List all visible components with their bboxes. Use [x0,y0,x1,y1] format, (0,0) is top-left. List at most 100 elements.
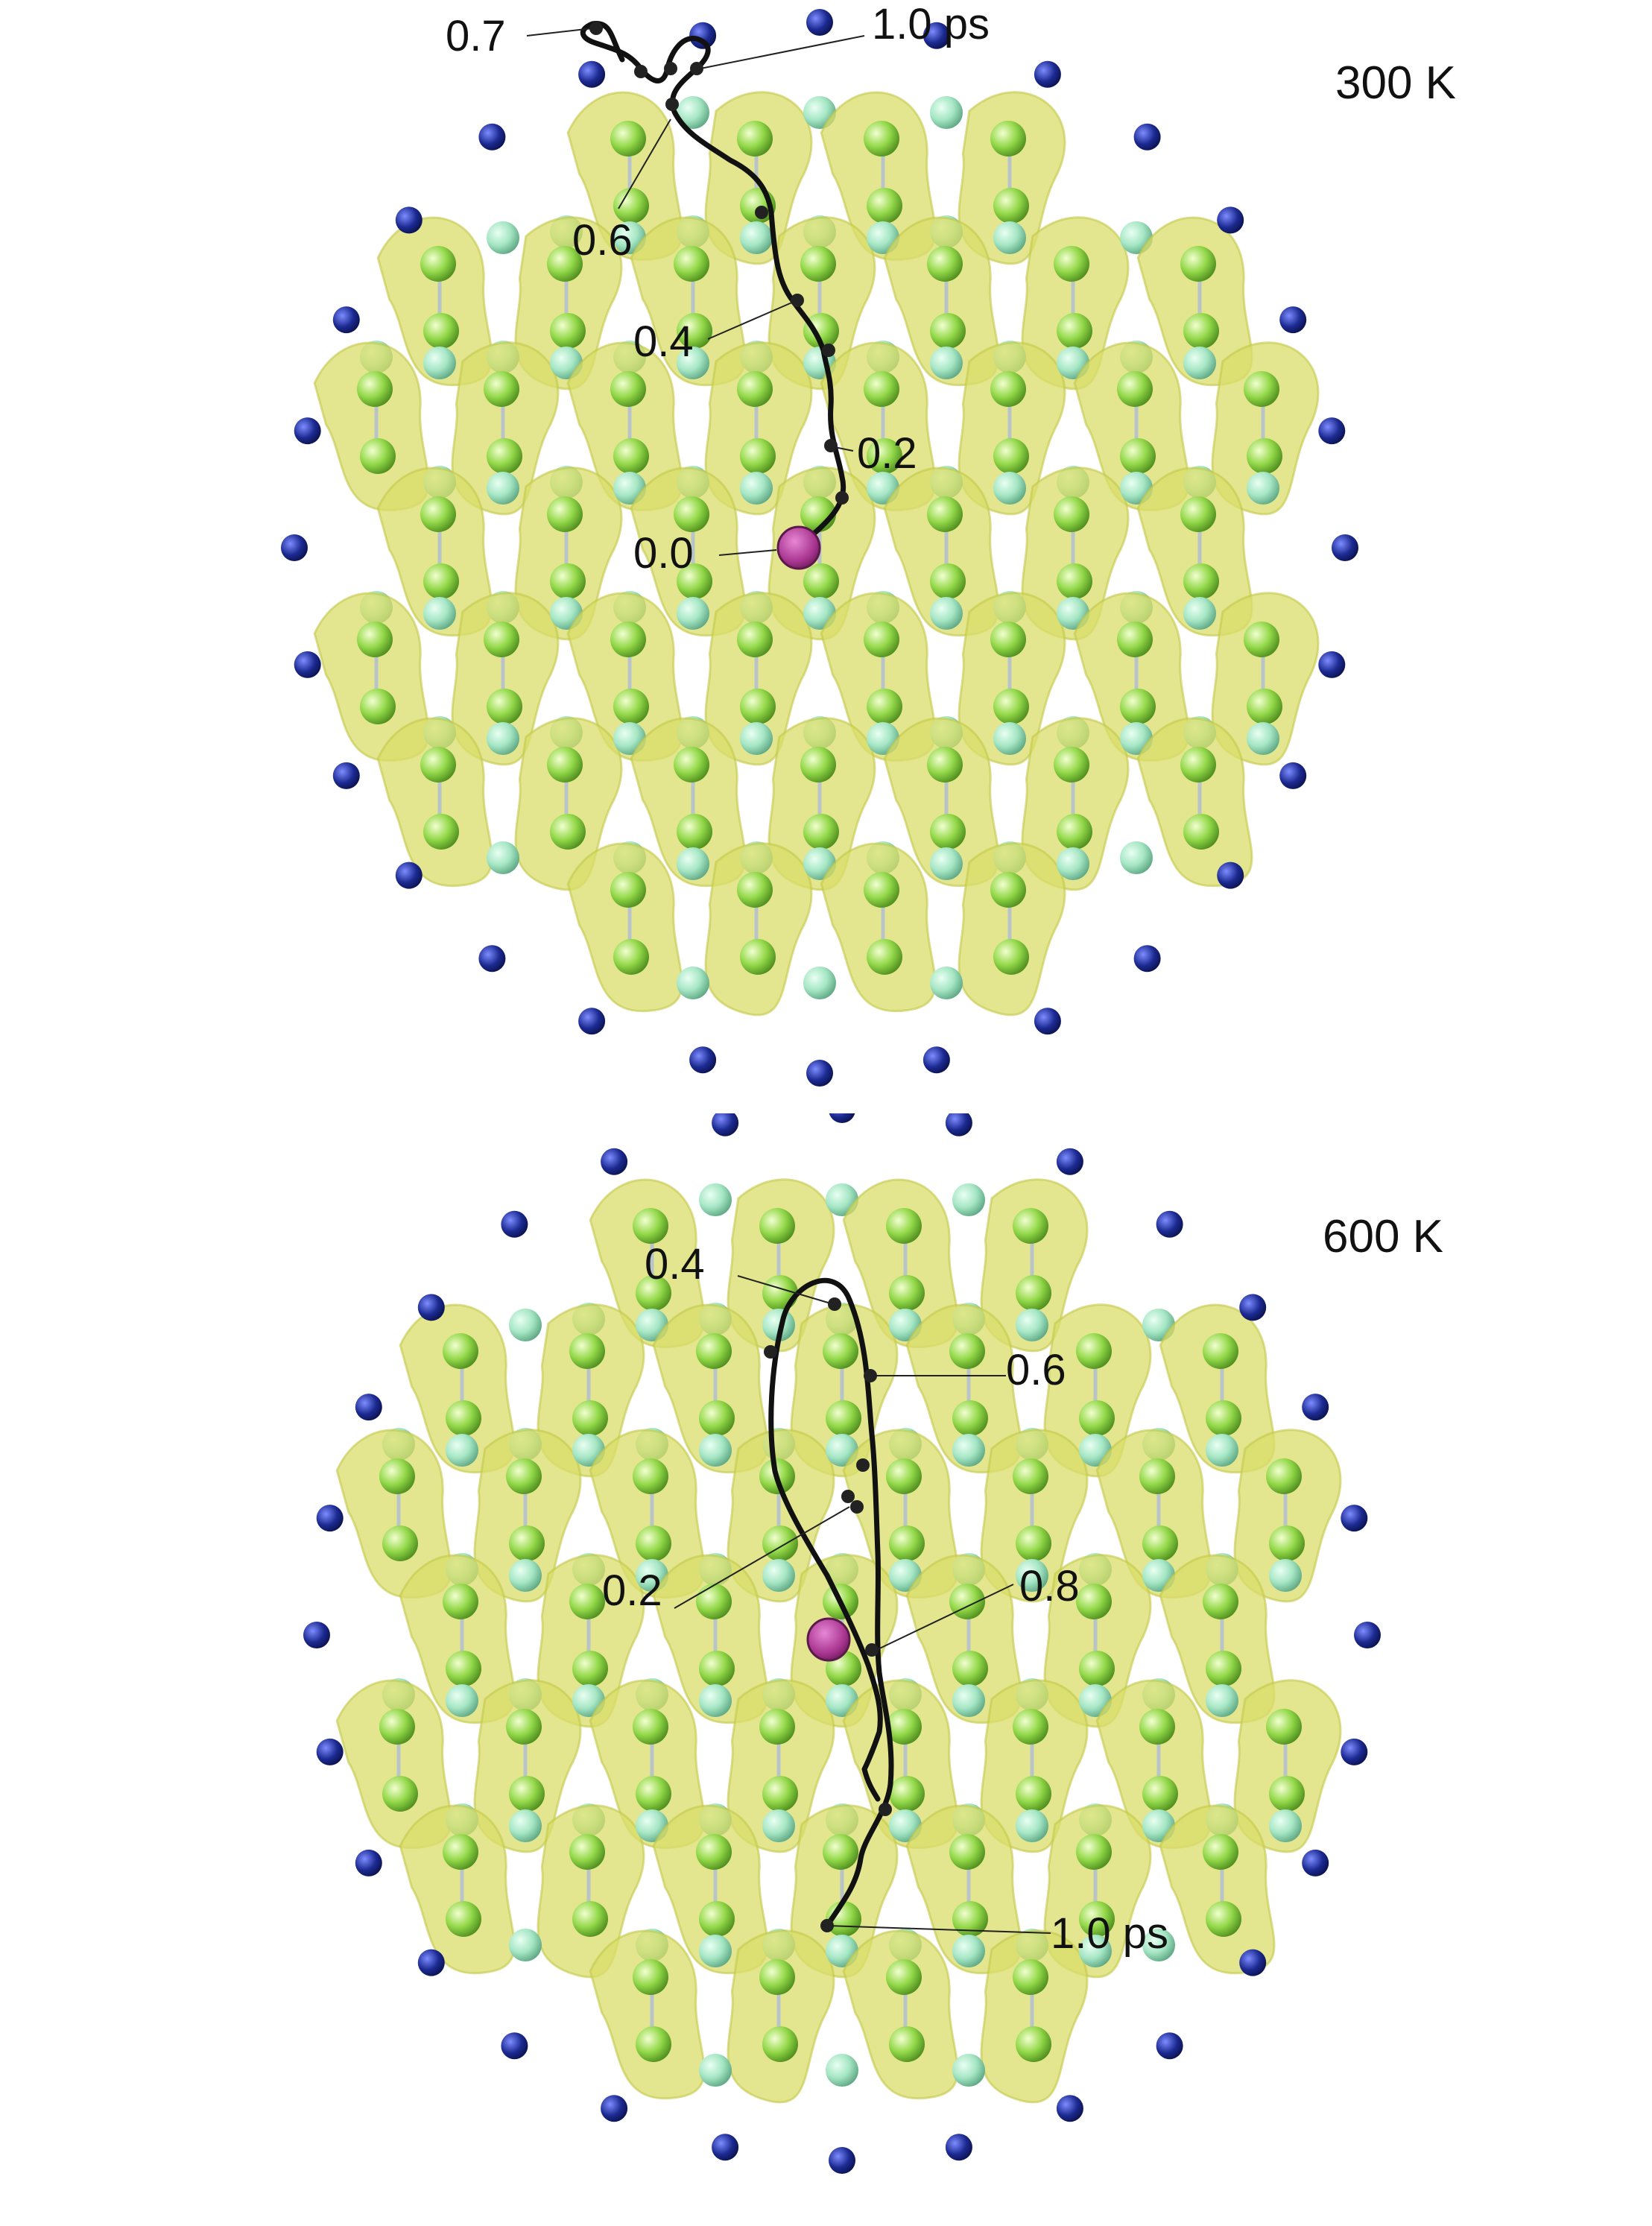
hydrogen-atom [1354,1622,1381,1648]
carbon-atom [357,622,393,657]
carbon-atom [867,438,902,474]
hydrogen-atom [945,1113,972,1136]
carbon-atom [613,188,649,224]
carbon-atom [509,1559,542,1592]
molecule [952,1429,1112,1603]
carbon-atom [803,814,839,850]
hydrogen-atom [1133,123,1161,151]
hydrogen-atom [501,2032,528,2060]
hydrogen-atom [1156,1210,1183,1238]
electron-density-lobe [652,1554,769,1724]
carbon-atom [633,1458,668,1494]
carbon-atom [1120,438,1156,474]
carbon-atom [484,622,519,657]
hydrogen-atom [689,1046,717,1074]
trajectory-600k [674,1275,1051,1934]
carbon-atom [952,1434,985,1467]
carbon-atom [677,597,709,630]
carbon-atom [1206,1434,1238,1467]
carbon-atom [952,1935,985,1967]
carbon-atom [633,1709,668,1745]
carbon-atom [803,967,836,999]
carbon-atom [867,188,902,224]
carbon-atom [993,472,1026,505]
carbon-atom [487,472,519,505]
carbon-atom [927,246,963,282]
carbon-atom [674,246,709,282]
carbon-atom [677,347,709,379]
carbon-atom [1054,246,1089,282]
carbon-atom [740,438,776,474]
molecule [589,1929,732,2100]
carbon-atom [1057,814,1092,850]
electron-density-lobe [905,1303,1022,1474]
carbon-atom [1180,246,1216,282]
carbon-atom [446,1400,481,1436]
carbon-atom [1016,1275,1051,1311]
carbon-atom [636,1275,671,1311]
carbon-atom [633,1208,668,1244]
carbon-atom [509,1525,545,1561]
carbon-atom [487,722,519,755]
molecule [399,1804,542,1975]
electron-density-lobe [883,717,1000,888]
hydrogen-atom [1302,1849,1329,1876]
carbon-atom [1247,438,1282,474]
molecule [1183,341,1320,516]
electron-density-lobe [1136,467,1253,637]
panel-300k: 0.0 0.2 0.4 0.6 0.7 1.0 ps 300 K [281,0,1456,1087]
hydrogen-atom [922,1046,950,1074]
carbon-atom [550,313,586,349]
hydrogen-atom [806,1060,833,1087]
carbon-atom [696,1333,732,1369]
carbon-atom [423,597,456,630]
carbon-atom [610,872,646,908]
time-label-0-6: 0.6 [1006,1346,1066,1394]
carbon-atom [1016,1309,1048,1341]
molecule [487,467,646,641]
molecule [572,1679,732,1850]
electron-density-lobe [1233,1679,1342,1853]
molecule [1120,717,1279,888]
hydrogen-atom [1056,1148,1083,1175]
carbon-atom [1120,841,1153,874]
molecule [826,1929,985,2100]
carbon-atom [949,1584,985,1619]
carbon-atom [1142,1776,1178,1812]
carbon-atom [569,1834,605,1870]
carbon-atom [1203,1834,1238,1870]
time-label-0-8: 0.8 [1019,1562,1080,1610]
hydrogen-atom [303,1622,330,1648]
electron-density-lobe [1159,1554,1276,1724]
electron-density-lobe [1159,1303,1276,1474]
carbon-atom [423,563,459,599]
carbon-atom [930,347,963,379]
hydrogen-atom [355,1849,382,1876]
carbon-atom [993,689,1029,724]
carbon-atom [699,1434,732,1467]
carbon-atom [762,1776,798,1812]
electron-density-lobe [1211,592,1320,766]
molecule [376,717,519,888]
molecule [313,341,456,512]
carbon-atom [360,689,396,724]
carbon-atom [949,1333,985,1369]
carbon-atom [737,121,773,156]
carbon-atom [889,1525,925,1561]
carbon-atom [1244,622,1279,657]
hydrogen-atom [332,306,360,334]
carbon-atom [990,872,1026,908]
temperature-label-300k: 300 K [1335,57,1456,109]
carbon-atom [826,1400,861,1436]
carbon-atom [1079,1935,1112,1967]
molecule [1079,1429,1238,1599]
molecule [867,216,1026,387]
hydrogen-atom [1341,1505,1368,1532]
hydrogen-atom [1217,206,1244,234]
hydrogen-atom [829,2147,855,2174]
carbon-atom [886,1458,922,1494]
time-label-0-6: 0.6 [572,216,633,265]
carbon-atom [1016,2026,1051,2062]
molecule [335,1679,478,1850]
carbon-atom [759,1959,795,1995]
